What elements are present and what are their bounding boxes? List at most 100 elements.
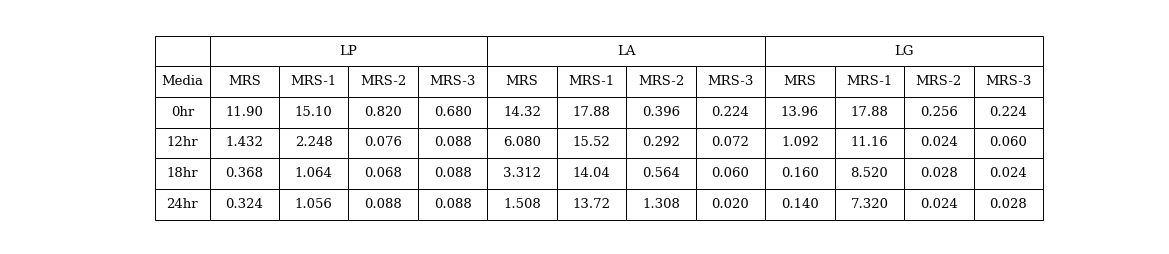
Bar [419,158,487,189]
Bar [904,66,974,97]
Text: 0.088: 0.088 [434,136,471,149]
Text: 11.90: 11.90 [226,106,263,119]
Text: MRS-3: MRS-3 [707,75,754,88]
Bar [209,66,279,97]
Text: 0.224: 0.224 [712,106,749,119]
Bar [974,128,1043,158]
Text: LP: LP [339,44,358,58]
Text: 1.508: 1.508 [503,198,541,211]
Text: 12hr: 12hr [166,136,199,149]
Text: 0.024: 0.024 [920,198,957,211]
Text: 0.076: 0.076 [365,136,402,149]
Bar [696,97,766,128]
Text: 14.04: 14.04 [573,167,610,180]
Text: 17.88: 17.88 [573,106,610,119]
Bar [279,66,348,97]
Bar [696,128,766,158]
Bar [974,189,1043,220]
Bar [279,189,348,220]
Bar [835,97,904,128]
Text: 11.16: 11.16 [851,136,888,149]
Text: MRS: MRS [506,75,539,88]
Bar [348,66,419,97]
Bar [487,97,556,128]
Bar [419,97,487,128]
Text: 7.320: 7.320 [850,198,888,211]
Bar [348,97,419,128]
Bar [279,158,348,189]
Bar [556,97,627,128]
Text: MRS: MRS [228,75,261,88]
Text: 0.028: 0.028 [989,198,1028,211]
Text: 1.308: 1.308 [642,198,680,211]
Text: 1.092: 1.092 [781,136,818,149]
Bar [766,66,835,97]
Bar [419,66,487,97]
Text: 0.088: 0.088 [434,198,471,211]
Bar [155,158,209,189]
Text: MRS-3: MRS-3 [429,75,476,88]
Text: MRS-3: MRS-3 [985,75,1031,88]
Bar [348,128,419,158]
Text: 1.432: 1.432 [226,136,263,149]
Bar [696,66,766,97]
Bar [487,36,766,66]
Text: 0.564: 0.564 [642,167,680,180]
Text: 15.52: 15.52 [573,136,610,149]
Bar [974,97,1043,128]
Bar [974,66,1043,97]
Text: 0.068: 0.068 [365,167,402,180]
Text: 0.072: 0.072 [712,136,749,149]
Bar [348,158,419,189]
Text: 0.324: 0.324 [226,198,263,211]
Bar [556,66,627,97]
Text: 0.292: 0.292 [642,136,680,149]
Text: MRS-1: MRS-1 [568,75,615,88]
Bar [627,158,696,189]
Text: MRS: MRS [783,75,816,88]
Text: LG: LG [894,44,914,58]
Text: 0.024: 0.024 [920,136,957,149]
Bar [904,128,974,158]
Text: 0.256: 0.256 [920,106,957,119]
Text: 0.680: 0.680 [434,106,471,119]
Text: 3.312: 3.312 [503,167,541,180]
Text: 0.060: 0.060 [712,167,749,180]
Text: MRS-2: MRS-2 [915,75,962,88]
Bar [419,128,487,158]
Bar [556,128,627,158]
Bar [766,189,835,220]
Text: 15.10: 15.10 [295,106,333,119]
Bar [904,158,974,189]
Bar [419,189,487,220]
Text: 2.248: 2.248 [295,136,333,149]
Text: 24hr: 24hr [166,198,199,211]
Text: MRS-2: MRS-2 [360,75,407,88]
Bar [556,189,627,220]
Bar [835,189,904,220]
Bar [696,189,766,220]
Bar [487,128,556,158]
Text: 14.32: 14.32 [503,106,541,119]
Bar [627,66,696,97]
Bar [155,66,209,97]
Text: 18hr: 18hr [166,167,199,180]
Text: 0.088: 0.088 [434,167,471,180]
Bar [279,128,348,158]
Text: MRS-1: MRS-1 [291,75,337,88]
Text: 0.368: 0.368 [226,167,263,180]
Text: 0.140: 0.140 [781,198,818,211]
Text: 0.160: 0.160 [781,167,818,180]
Text: 8.520: 8.520 [851,167,888,180]
Bar [835,66,904,97]
Bar [209,97,279,128]
Text: 0.028: 0.028 [920,167,957,180]
Bar [155,97,209,128]
Bar [766,128,835,158]
Text: 0.396: 0.396 [642,106,680,119]
Text: 0.060: 0.060 [989,136,1028,149]
Bar [155,189,209,220]
Bar [209,128,279,158]
Text: 13.96: 13.96 [781,106,819,119]
Text: LA: LA [617,44,636,58]
